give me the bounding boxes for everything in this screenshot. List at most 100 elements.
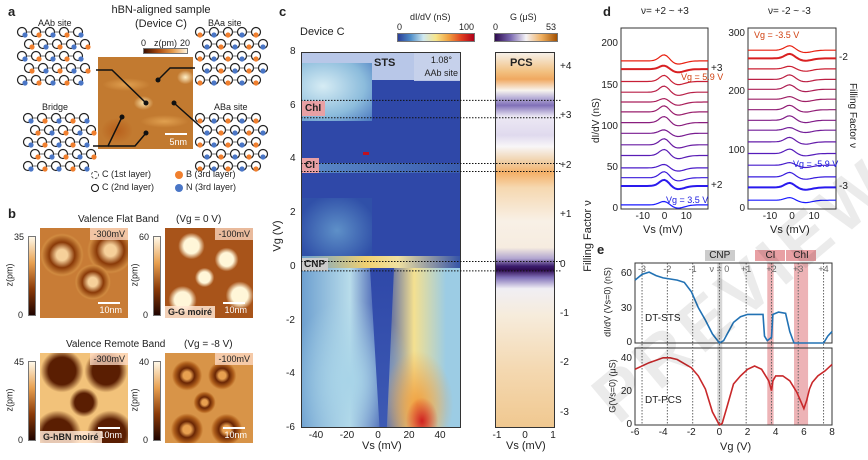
bn-atom (253, 142, 259, 148)
device-label: Device C (300, 26, 345, 38)
bn-atom (36, 32, 42, 38)
y-axis-label: dI/dV (nS) (591, 97, 603, 144)
pcs-colorbar-min: 0 (493, 22, 499, 32)
dIdV-trace (621, 163, 708, 172)
bn-atom (232, 44, 238, 50)
sts-colorbar-max: 100 (459, 22, 475, 32)
bn-atom (232, 130, 238, 136)
dIdV-trace (748, 115, 836, 124)
flat-band-vg: (Vg = 0 V) (176, 214, 222, 225)
bn-atom (218, 130, 224, 136)
bn-atom (50, 56, 56, 62)
pcs-vs-tick-label: 0 (522, 430, 528, 441)
vg-tick-label: 6 (290, 99, 296, 111)
carbon-atom (85, 124, 97, 136)
legend-c-2nd: C (2nd layer) (102, 182, 155, 192)
bn-atom (232, 154, 238, 160)
colorbar-min: 0 (143, 310, 149, 320)
bn-atom (49, 130, 55, 136)
bn-atom (211, 56, 217, 62)
dIdV-trace (621, 129, 708, 138)
bn-atom (239, 80, 245, 86)
stm-colorbar-label: z(pm) (154, 38, 177, 48)
bn-atom (56, 166, 62, 172)
bn-atom (42, 118, 48, 124)
bn-atom (64, 32, 70, 38)
dIdV-trace (748, 136, 836, 145)
legend-n-3rd: N (3rd layer) (186, 182, 237, 192)
bn-atom (211, 118, 217, 124)
vg-tick-label: 0 (290, 260, 296, 272)
carbon-atom (85, 148, 97, 160)
bn-atom (85, 44, 91, 50)
filling-label: -1 (688, 264, 697, 274)
scale-bar-label: 10nm (99, 305, 122, 315)
site-label-baa: BAa site (208, 18, 242, 28)
remote-band-title: Valence Remote Band (66, 339, 166, 350)
x-tick-label: 10 (680, 211, 692, 222)
dt-sts-curve (634, 271, 833, 345)
carbon-atom (72, 50, 84, 62)
lattice-diagram (16, 26, 91, 86)
carbon-atom (72, 26, 84, 38)
bn-atom (50, 32, 56, 38)
bn-atom (197, 118, 203, 124)
band-ci (767, 263, 774, 425)
sts-colorbar-label: dI/dV (nS) (410, 12, 451, 22)
dIdV-trace (748, 126, 836, 134)
dIdV-trace (621, 148, 708, 160)
scale-bar (223, 302, 245, 304)
x-tick-label: -6 (630, 427, 640, 438)
bn-atom (239, 142, 245, 148)
bn-atom (197, 80, 203, 86)
x-tick-label: 10 (808, 211, 820, 222)
plot-frame (620, 27, 709, 210)
x-tick-label: 2 (744, 427, 751, 438)
bn-atom (28, 118, 34, 124)
colorbar-max: 60 (139, 232, 150, 242)
carbon-atom (78, 160, 90, 172)
bn-atom (78, 80, 84, 86)
bn-atom (225, 118, 231, 124)
pcs-colorbar-label: G (μS) (510, 12, 537, 22)
bn-atom (36, 80, 42, 86)
bn-atom (239, 56, 245, 62)
dIdV-trace (748, 196, 836, 204)
panel-label-d: d (603, 4, 611, 19)
scale-bar (98, 427, 120, 429)
vg-tick-label: 8 (290, 46, 296, 57)
bn-atom (253, 118, 259, 124)
bn-atom (56, 118, 62, 124)
scale-bar-label: 10nm (224, 305, 247, 315)
y-tick-label: 60 (620, 268, 632, 280)
stm-colorbar-max: 20 (180, 38, 191, 48)
bias-tag: -100mV (215, 353, 253, 365)
twist-angle: 1.08° (430, 55, 452, 65)
moire-label: G-hBN moiré (40, 431, 102, 443)
site-label-bridge: Bridge (42, 102, 69, 112)
x-axis-label: Vs (mV) (643, 224, 683, 236)
lattice-diagram (194, 26, 269, 86)
y-tick-label: 200 (728, 86, 745, 98)
bn-atom (70, 118, 76, 124)
bn-atom (239, 166, 245, 172)
bn-atom (57, 68, 63, 74)
bn-atom (232, 68, 238, 74)
vg-tick-label: -6 (286, 422, 295, 434)
bn-atom (57, 44, 63, 50)
panel-a-title: hBN-aligned sample (111, 4, 211, 16)
panel-label-c: c (279, 4, 287, 19)
colorbar-max: 40 (139, 357, 150, 367)
legend-c-1st: C (1st layer) (102, 169, 152, 179)
filling-label: -3 (638, 264, 647, 274)
y-axis-label: Filling Factor ν (847, 82, 859, 149)
lattice-diagram (194, 112, 269, 172)
legend-b-3rd: B (3rd layer) (186, 169, 236, 179)
dt-pcs-curve (634, 357, 833, 427)
bn-atom (42, 142, 48, 148)
filling-label: +3 (793, 264, 804, 274)
lattice-diagram (22, 112, 97, 172)
dIdV-trace (748, 65, 836, 72)
vg-tick-label: -4 (286, 368, 295, 380)
panel-a-subtitle: (Device C) (135, 18, 187, 30)
